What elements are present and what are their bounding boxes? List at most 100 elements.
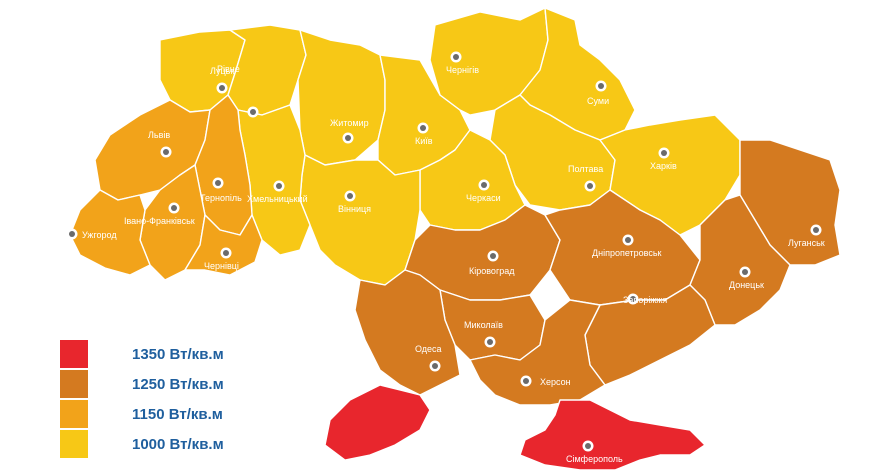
- city-marker-center: [585, 443, 591, 449]
- city-marker-center: [625, 237, 631, 243]
- legend-item: 1000 Вт/кв.м: [60, 430, 260, 458]
- city-marker-center: [587, 183, 593, 189]
- city-label: Полтава: [568, 164, 603, 174]
- city-odesa: Одеса: [415, 344, 442, 372]
- city-cherkasy: Черкаси: [466, 179, 501, 203]
- city-chernivtsi: Чернівці: [204, 247, 239, 271]
- city-poltava: Полтава: [568, 164, 603, 192]
- city-label: Тернопіль: [200, 193, 242, 203]
- city-marker-center: [171, 205, 177, 211]
- legend-item: 1250 Вт/кв.м: [60, 370, 260, 398]
- city-marker-center: [487, 339, 493, 345]
- city-zaporizhzhia: Запоріжжя: [623, 293, 667, 305]
- city-label: Запоріжжя: [623, 295, 667, 305]
- legend-swatch: [60, 370, 88, 398]
- legend-swatch: [60, 430, 88, 458]
- city-rivne: Рівне: [217, 64, 259, 118]
- zone-1150-regions: [69, 94, 263, 281]
- city-marker-center: [215, 180, 221, 186]
- city-uzhhorod: Ужгород: [66, 228, 117, 240]
- city-zhytomyr: Житомир: [330, 118, 369, 144]
- city-marker-center: [276, 183, 282, 189]
- legend-label: 1000 Вт/кв.м: [132, 436, 224, 453]
- region-zhytomyr: [297, 29, 386, 166]
- city-marker-center: [420, 125, 426, 131]
- city-marker-center: [223, 250, 229, 256]
- region-kherson: [469, 299, 606, 406]
- city-marker-center: [69, 231, 75, 237]
- city-kirovohrad: Кіровоград: [469, 250, 515, 276]
- city-khmelnytskyi: Хмельницький: [247, 180, 308, 204]
- city-label: Луцьк: [210, 66, 234, 76]
- city-label: Одеса: [415, 344, 442, 354]
- city-label: Сімферополь: [566, 454, 623, 464]
- city-label: Кіровоград: [469, 266, 515, 276]
- city-label: Рівне: [217, 64, 240, 74]
- city-label: Луганськ: [788, 238, 825, 248]
- city-marker-center: [163, 149, 169, 155]
- legend-swatch: [60, 340, 88, 368]
- city-vinnytsia: Вінниця: [338, 190, 371, 214]
- city-marker-center: [630, 296, 636, 302]
- city-chernihiv: Чернігів: [446, 51, 479, 75]
- city-marker-center: [523, 378, 529, 384]
- city-marker-center: [813, 227, 819, 233]
- city-sumy: Суми: [587, 80, 609, 106]
- city-luhansk: Луганськ: [788, 224, 825, 248]
- city-label: Миколаїв: [464, 320, 503, 330]
- city-lutsk: Луцьк: [210, 66, 234, 94]
- city-label: Львів: [148, 130, 170, 140]
- city-simferopol: Сімферополь: [566, 440, 623, 464]
- city-kyiv: Київ: [415, 122, 433, 146]
- city-marker-center: [432, 363, 438, 369]
- legend-swatch: [60, 400, 88, 428]
- city-label: Житомир: [330, 118, 369, 128]
- city-marker-center: [453, 54, 459, 60]
- city-label: Вінниця: [338, 204, 371, 214]
- city-marker-center: [219, 85, 225, 91]
- city-label: Донецьк: [729, 280, 764, 290]
- city-marker-center: [742, 269, 748, 275]
- city-donetsk: Донецьк: [729, 266, 764, 290]
- city-label: Черкаси: [466, 193, 501, 203]
- legend-label: 1350 Вт/кв.м: [132, 346, 224, 363]
- city-kharkiv: Харків: [650, 147, 677, 171]
- legend-item: 1350 Вт/кв.м: [60, 340, 260, 368]
- city-label: Ужгород: [82, 230, 117, 240]
- city-label: Чернігів: [446, 65, 479, 75]
- city-label: Херсон: [540, 377, 571, 387]
- region-chernivtsi: [184, 214, 263, 276]
- region-budjak: [324, 384, 431, 461]
- city-ivano-frankivsk: Івано-Франківськ: [124, 202, 195, 226]
- city-marker-center: [598, 83, 604, 89]
- city-lviv: Львів: [148, 130, 172, 158]
- city-marker-center: [250, 109, 256, 115]
- zone-1000-regions: [159, 7, 741, 286]
- city-marker-center: [490, 253, 496, 259]
- city-label: Суми: [587, 96, 609, 106]
- city-dnipropetrovsk: Дніпропетровськ: [592, 234, 662, 258]
- city-label: Івано-Франківськ: [124, 216, 195, 226]
- legend: 1350 Вт/кв.м 1250 Вт/кв.м 1150 Вт/кв.м 1…: [60, 340, 260, 460]
- city-ternopil: Тернопіль: [200, 177, 242, 203]
- city-label: Київ: [415, 136, 433, 146]
- region-crimea: [519, 399, 706, 470]
- city-kherson: Херсон: [520, 375, 571, 387]
- legend-label: 1150 Вт/кв.м: [132, 406, 223, 423]
- city-label: Хмельницький: [247, 194, 308, 204]
- zone-1350-regions: [324, 384, 706, 470]
- city-label: Дніпропетровськ: [592, 248, 662, 258]
- zone-1250-regions: [354, 139, 841, 406]
- city-marker-center: [661, 150, 667, 156]
- legend-item: 1150 Вт/кв.м: [60, 400, 260, 428]
- city-marker-center: [347, 193, 353, 199]
- city-marker-center: [345, 135, 351, 141]
- city-label: Харків: [650, 161, 677, 171]
- city-marker-center: [481, 182, 487, 188]
- legend-label: 1250 Вт/кв.м: [132, 376, 224, 393]
- city-mykolaiv: Миколаїв: [464, 320, 503, 348]
- city-label: Чернівці: [204, 261, 239, 271]
